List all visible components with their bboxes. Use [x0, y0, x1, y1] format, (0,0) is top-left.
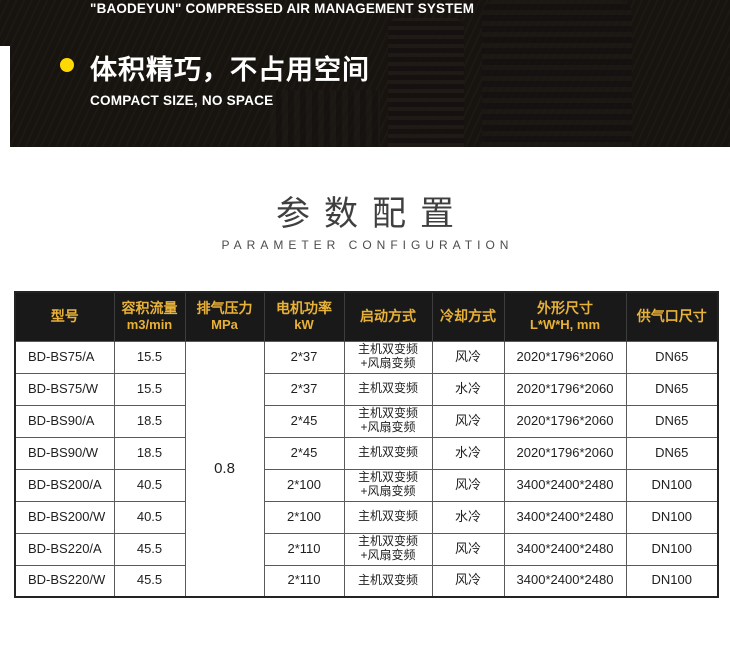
- col-header-model: 型号: [15, 292, 115, 341]
- banner-subtitle: COMPACT SIZE, NO SPACE: [90, 92, 274, 108]
- dimensions-cell: 3400*2400*2480: [503, 564, 627, 598]
- power-cell: 2*45: [263, 404, 345, 438]
- port-size-cell: DN65: [625, 372, 719, 406]
- table-row: BD-BS75/A 15.5 0.8 2*37 主机双变频 +风扇变频 风冷 2020*17…: [14, 340, 719, 598]
- model-cell: BD-BS90/A: [14, 404, 115, 438]
- spec-table: 型号 容积流量 m3/min 排气压力 MPa 电机功率 kW 启动方式 冷却方式 外…: [14, 291, 719, 598]
- col-header-port-size: 供气口尺寸: [626, 292, 718, 341]
- flow-cell: 45.5: [113, 532, 186, 566]
- flow-cell: 15.5: [113, 372, 186, 406]
- col-header-power: 电机功率 kW: [264, 292, 345, 341]
- pressure-cell: 0.8: [184, 340, 265, 598]
- start-mode-cell: 主机双变频: [343, 372, 433, 406]
- banner-photo-equipment: [270, 90, 380, 147]
- flow-cell: 40.5: [113, 468, 186, 502]
- cooling-cell: 风冷: [431, 340, 505, 374]
- start-mode-cell: 主机双变频 +风扇变频: [343, 532, 433, 566]
- cooling-cell: 水冷: [431, 500, 505, 534]
- bullet-dot-icon: [60, 58, 74, 72]
- banner-photo-machinery: [482, 0, 632, 147]
- start-mode-cell: 主机双变频 +风扇变频: [343, 468, 433, 502]
- model-cell: BD-BS75/W: [14, 372, 115, 406]
- col-header-pressure: 排气压力 MPa: [185, 292, 265, 341]
- spec-table-header: 型号 容积流量 m3/min 排气压力 MPa 电机功率 kW 启动方式 冷却方式 外…: [15, 292, 718, 341]
- port-size-cell: DN65: [625, 340, 719, 374]
- flow-cell: 18.5: [113, 404, 186, 438]
- table-row: BD-BS200/A 40.5 2*100 主机双变频 +风扇变频 风冷 3400*240…: [14, 468, 719, 502]
- power-cell: 2*45: [263, 436, 345, 470]
- table-row: BD-BS75/W 15.5 2*37 主机双变频 水冷 2020*1796*2060 DN…: [14, 372, 719, 406]
- port-size-cell: DN65: [625, 404, 719, 438]
- col-header-cooling: 冷却方式: [432, 292, 505, 341]
- cooling-cell: 水冷: [431, 436, 505, 470]
- model-cell: BD-BS75/A: [14, 340, 115, 374]
- cooling-cell: 水冷: [431, 372, 505, 406]
- dimensions-cell: 3400*2400*2480: [503, 468, 627, 502]
- power-cell: 2*37: [263, 340, 345, 374]
- power-cell: 2*110: [263, 532, 345, 566]
- table-row: BD-BS90/W 18.5 2*45 主机双变频 水冷 2020*1796*2060 DN…: [14, 436, 719, 470]
- flow-cell: 40.5: [113, 500, 186, 534]
- spec-table-body: BD-BS75/A 15.5 0.8 2*37 主机双变频 +风扇变频 风冷 2020*17…: [14, 340, 719, 598]
- flow-cell: 45.5: [113, 564, 186, 598]
- dimensions-cell: 2020*1796*2060: [503, 340, 627, 374]
- port-size-cell: DN100: [625, 564, 719, 598]
- power-cell: 2*100: [263, 468, 345, 502]
- section-title: 参数配置: [276, 195, 468, 233]
- table-row: BD-BS90/A 18.5 2*45 主机双变频 +风扇变频 风冷 2020*1796*…: [14, 404, 719, 438]
- banner-kicker: "BAODEYUN" COMPRESSED AIR MANAGEMENT SYS…: [90, 0, 475, 16]
- dimensions-cell: 2020*1796*2060: [503, 436, 627, 470]
- port-size-cell: DN65: [625, 436, 719, 470]
- cooling-cell: 风冷: [431, 404, 505, 438]
- table-row: BD-BS220/W 45.5 2*110 主机双变频 风冷 3400*2400*2480…: [14, 564, 719, 598]
- start-mode-cell: 主机双变频: [343, 436, 433, 470]
- dimensions-cell: 3400*2400*2480: [503, 532, 627, 566]
- section-subtitle: PARAMETER CONFIGURATION: [221, 238, 514, 252]
- dimensions-cell: 3400*2400*2480: [503, 500, 627, 534]
- col-header-flow: 容积流量 m3/min: [114, 292, 186, 341]
- col-header-start-mode: 启动方式: [344, 292, 433, 341]
- start-mode-cell: 主机双变频 +风扇变频: [343, 404, 433, 438]
- col-header-dimensions: 外形尺寸 L*W*H, mm: [504, 292, 627, 341]
- port-size-cell: DN100: [625, 500, 719, 534]
- model-cell: BD-BS220/W: [14, 564, 115, 598]
- banner-photo-tank: [388, 18, 464, 147]
- start-mode-cell: 主机双变频: [343, 500, 433, 534]
- dimensions-cell: 2020*1796*2060: [503, 404, 627, 438]
- table-row: BD-BS200/W 40.5 2*100 主机双变频 水冷 3400*2400*2480…: [14, 500, 719, 534]
- power-cell: 2*37: [263, 372, 345, 406]
- model-cell: BD-BS200/W: [14, 500, 115, 534]
- cooling-cell: 风冷: [431, 532, 505, 566]
- flow-cell: 15.5: [113, 340, 186, 374]
- model-cell: BD-BS220/A: [14, 532, 115, 566]
- power-cell: 2*100: [263, 500, 345, 534]
- cooling-cell: 风冷: [431, 468, 505, 502]
- dimensions-cell: 2020*1796*2060: [503, 372, 627, 406]
- power-cell: 2*110: [263, 564, 345, 598]
- port-size-cell: DN100: [625, 468, 719, 502]
- model-cell: BD-BS200/A: [14, 468, 115, 502]
- banner-title: 体积精巧，不占用空间: [90, 55, 370, 85]
- port-size-cell: DN100: [625, 532, 719, 566]
- start-mode-cell: 主机双变频 +风扇变频: [343, 340, 433, 374]
- flow-cell: 18.5: [113, 436, 186, 470]
- table-row: BD-BS220/A 45.5 2*110 主机双变频 +风扇变频 风冷 3400*240…: [14, 532, 719, 566]
- banner: "BAODEYUN" COMPRESSED AIR MANAGEMENT SYS…: [0, 0, 730, 147]
- start-mode-cell: 主机双变频: [343, 564, 433, 598]
- model-cell: BD-BS90/W: [14, 436, 115, 470]
- cooling-cell: 风冷: [431, 564, 505, 598]
